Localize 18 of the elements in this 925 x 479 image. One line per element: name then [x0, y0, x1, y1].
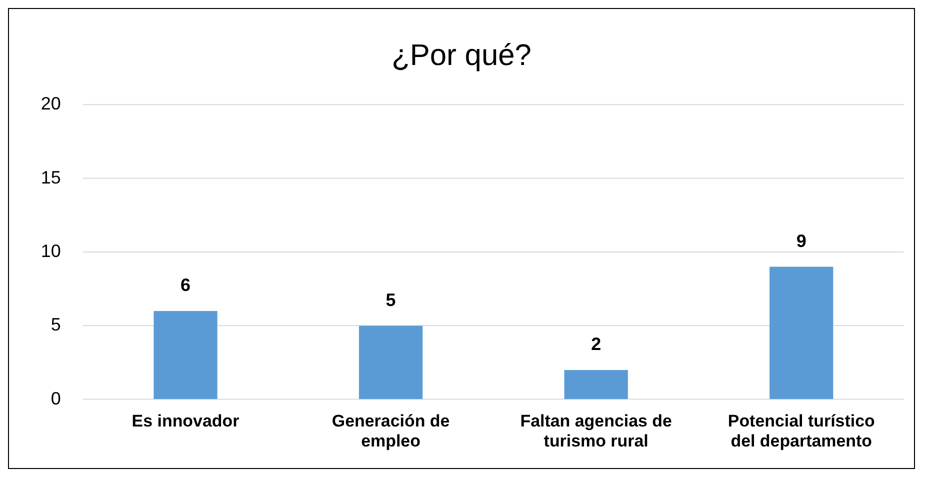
y-tick-label: 0 — [50, 388, 61, 408]
bar — [358, 326, 423, 399]
x-tick-label: Generación de empleo — [332, 411, 450, 451]
x-tick-label: Potencial turístico del departamento — [728, 411, 875, 451]
data-label: 9 — [796, 230, 806, 251]
chart-title: ¿Por qué? — [392, 39, 532, 72]
bar — [770, 266, 834, 399]
data-label: 6 — [180, 275, 191, 296]
data-label: 2 — [591, 334, 602, 354]
x-tick-label: Faltan agencias de turismo rural — [520, 411, 672, 451]
bar — [154, 311, 218, 399]
bar — [564, 370, 628, 399]
y-tick-label: 5 — [50, 314, 61, 335]
data-label: 5 — [386, 290, 396, 310]
y-tick-label: 20 — [40, 94, 61, 114]
x-tick-label: Es innovador — [132, 411, 240, 430]
y-tick-label: 15 — [40, 167, 61, 188]
y-tick-label: 10 — [40, 241, 61, 261]
